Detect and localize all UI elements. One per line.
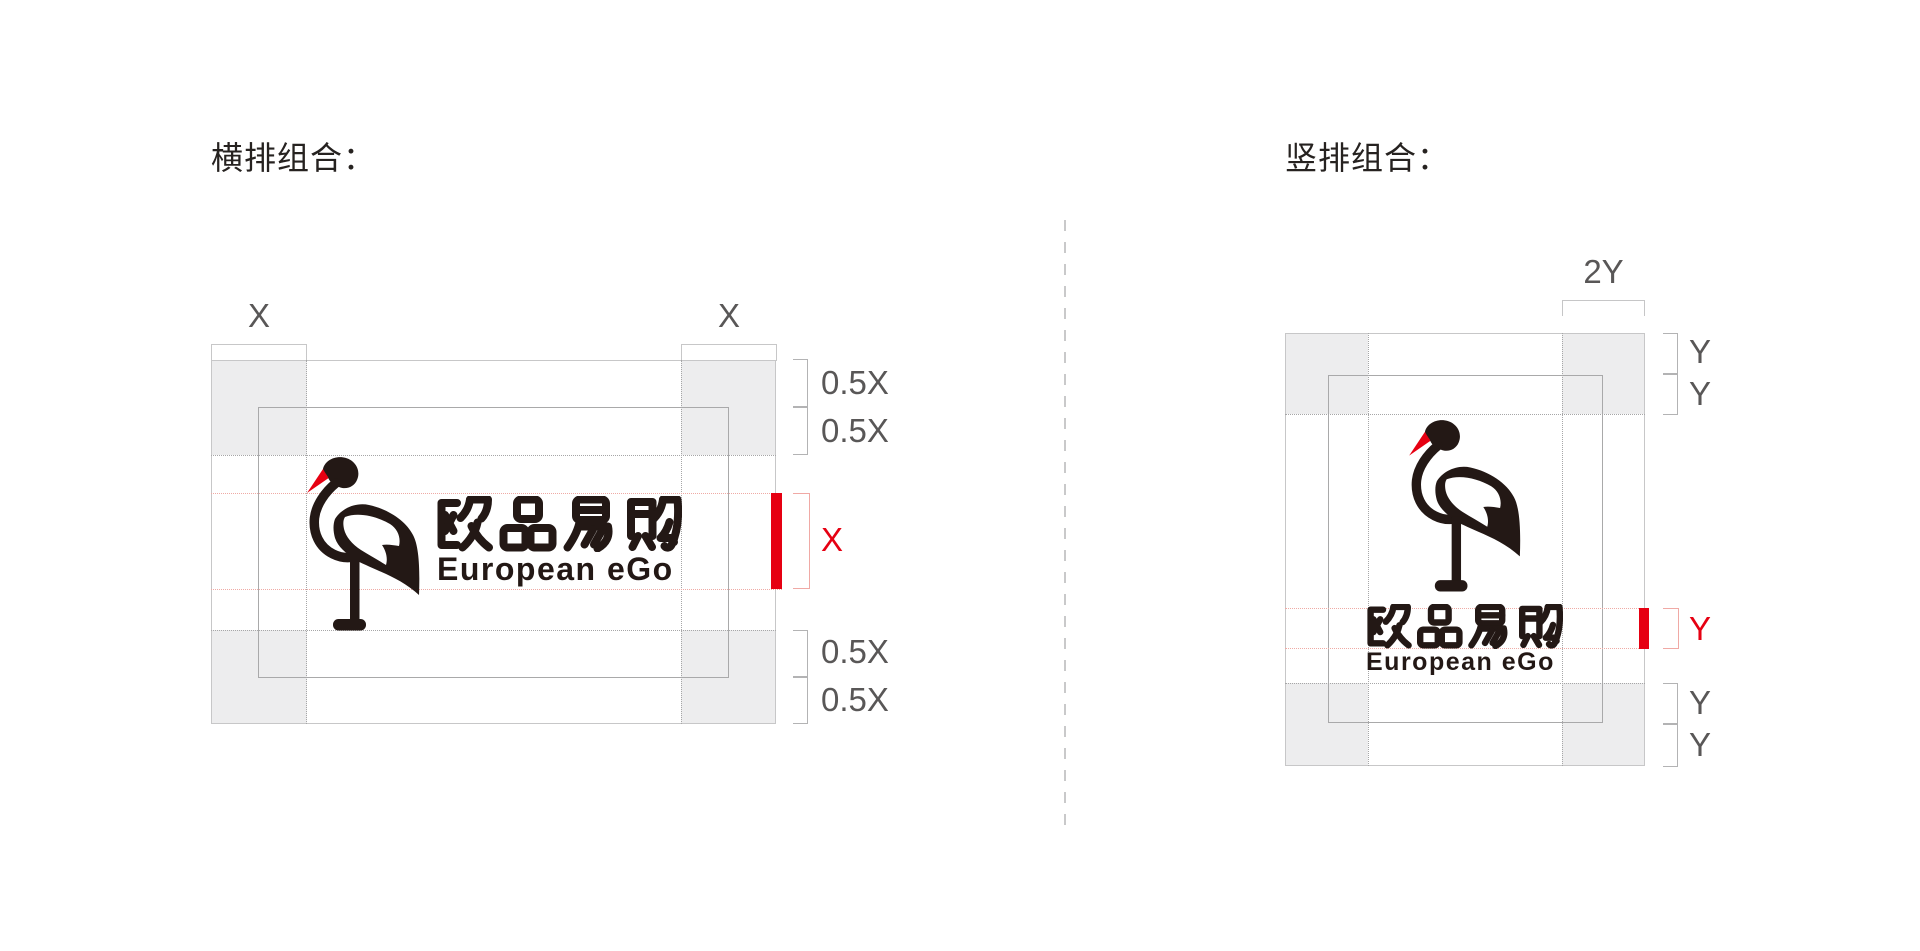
- measure-bracket: [793, 630, 808, 677]
- clearspace-corner-block: [1285, 333, 1368, 414]
- section-divider: [1064, 220, 1066, 832]
- logo-height-bracket: [1663, 608, 1679, 649]
- vertical-figure-title: 竖排组合：: [1285, 140, 1451, 176]
- crane-logo-icon: [306, 457, 420, 631]
- grid-line-horizontal: [1285, 683, 1645, 684]
- clearspace-label-x-top-right: X: [717, 297, 740, 334]
- measure-bracket: [1663, 683, 1678, 724]
- clearspace-measure-bracket-top: [1562, 300, 1645, 316]
- grid-line-vertical: [1562, 333, 1563, 766]
- measure-label-y: Y: [1689, 684, 1712, 721]
- logo-height-label: X: [821, 521, 844, 558]
- measure-bracket: [793, 677, 808, 724]
- measure-label-05x: 0.5X: [821, 364, 889, 401]
- measure-bracket: [1663, 374, 1678, 415]
- clearspace-inner-boundary: [258, 407, 729, 678]
- clearspace-measure-box-right: [681, 344, 777, 361]
- clearspace-corner-block: [1562, 333, 1645, 414]
- measure-label-05x: 0.5X: [821, 681, 889, 718]
- logo-height-marker-bar: [1639, 608, 1649, 649]
- clearspace-corner-block: [1562, 683, 1645, 766]
- logo-height-guide-bottom: [1285, 648, 1649, 649]
- logo-height-guide-top: [1285, 608, 1649, 609]
- measure-label-y: Y: [1689, 726, 1712, 763]
- measure-bracket: [793, 359, 808, 407]
- measure-bracket: [793, 407, 808, 455]
- clearspace-inner-boundary: [1328, 375, 1603, 723]
- grid-line-horizontal: [211, 630, 776, 631]
- logo-latin-wordmark: European eGo: [437, 551, 674, 587]
- measure-bracket: [1663, 724, 1678, 767]
- clearspace-label-x-top-left: X: [247, 297, 270, 334]
- clearspace-label-2y-top: 2Y: [1583, 253, 1624, 290]
- clearspace-measure-box-left: [211, 344, 307, 361]
- measure-label-05x: 0.5X: [821, 633, 889, 670]
- horizontal-figure-title: 横排组合：: [211, 140, 377, 176]
- grid-line-horizontal: [1285, 414, 1645, 415]
- grid-line-vertical: [306, 360, 307, 724]
- grid-line-horizontal: [211, 455, 776, 456]
- grid-line-vertical: [1368, 333, 1369, 766]
- logo-height-bracket: [793, 493, 810, 589]
- logo-chinese-wordmark: [437, 496, 682, 552]
- clearspace-outer-boundary: [1285, 333, 1645, 766]
- logo-latin-wordmark: European eGo: [1366, 648, 1555, 676]
- logo-height-marker-bar: [771, 493, 782, 589]
- measure-bracket: [1663, 333, 1678, 374]
- clearspace-corner-block: [1285, 683, 1368, 766]
- logo-height-guide-bottom: [211, 589, 782, 590]
- logo-height-label: Y: [1689, 610, 1712, 647]
- grid-line-vertical: [681, 360, 682, 724]
- logo-height-guide-top: [211, 493, 782, 494]
- measure-label-05x: 0.5X: [821, 412, 889, 449]
- measure-label-y: Y: [1689, 333, 1712, 370]
- measure-label-y: Y: [1689, 375, 1712, 412]
- crane-logo-icon: [1408, 420, 1521, 592]
- logo-chinese-wordmark: [1367, 604, 1563, 649]
